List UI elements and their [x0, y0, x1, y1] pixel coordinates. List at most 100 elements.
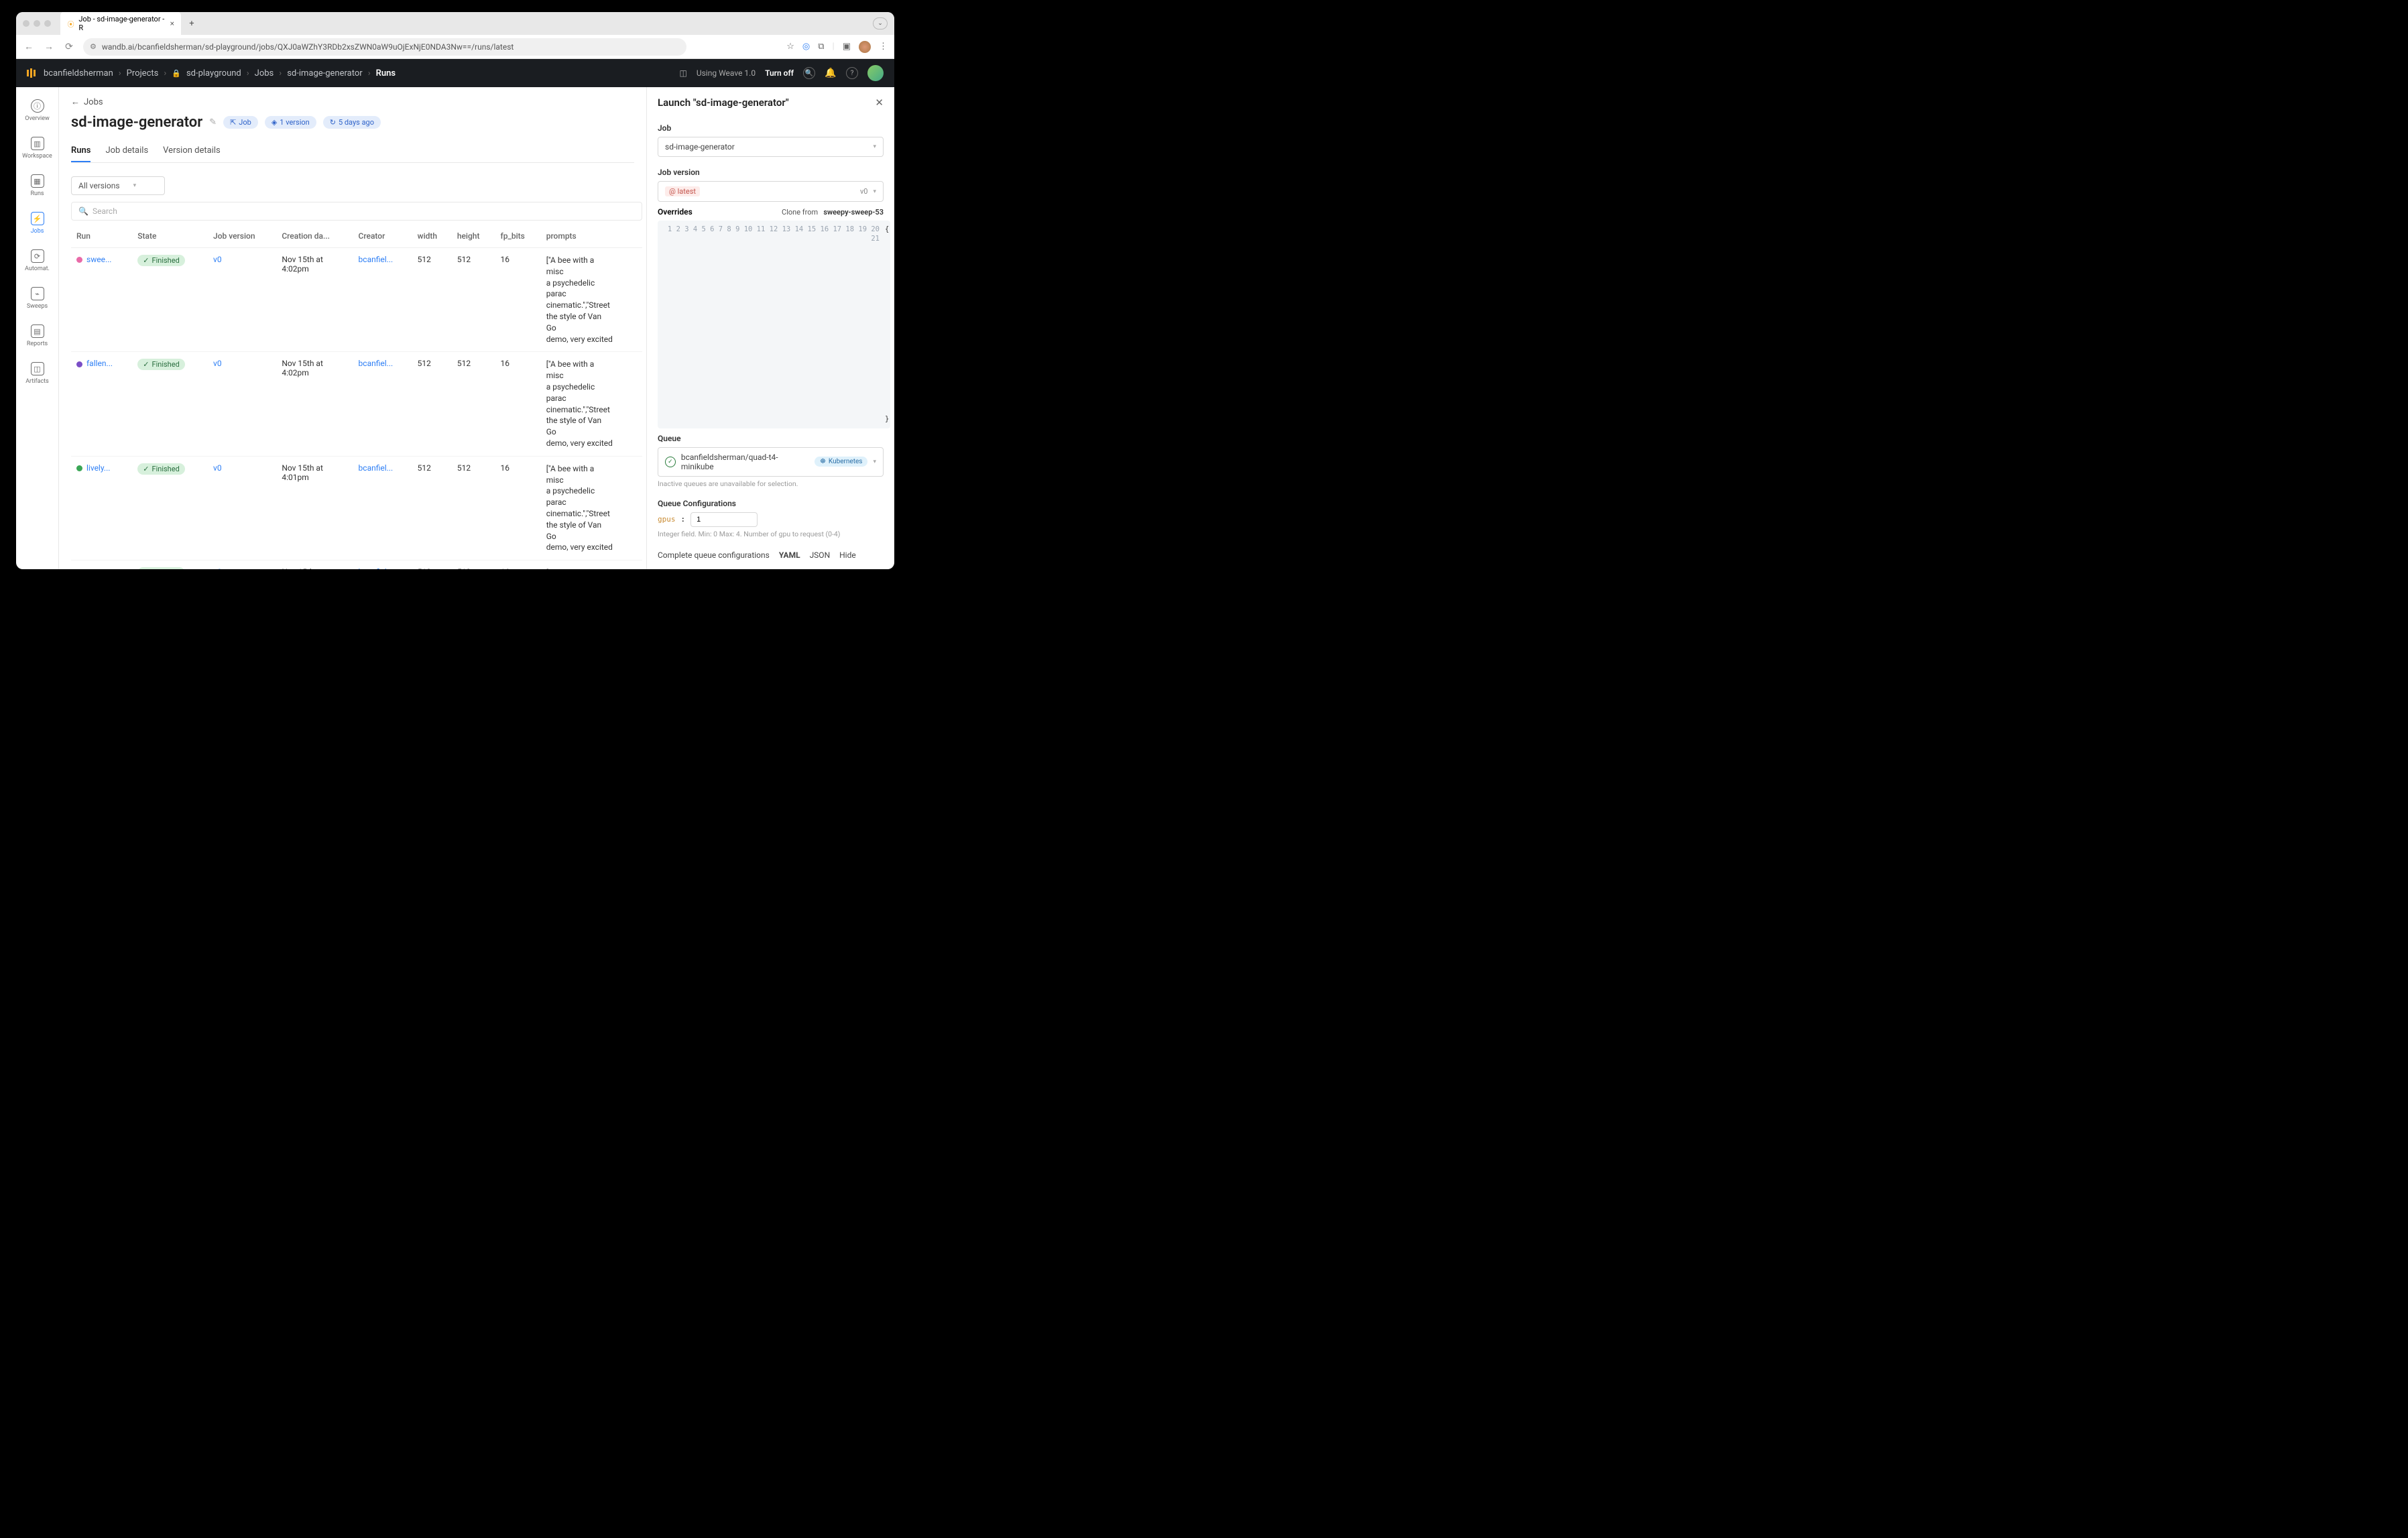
nav-item-overview[interactable]: ⓘOverview: [16, 97, 58, 125]
nav-item-jobs[interactable]: ⚡Jobs: [16, 209, 58, 237]
search-input[interactable]: 🔍 Search: [71, 202, 642, 221]
back-link[interactable]: ← Jobs: [71, 97, 634, 107]
version-value: v0: [860, 187, 868, 196]
tab-close-icon[interactable]: ×: [170, 19, 174, 28]
close-dot[interactable]: [23, 20, 29, 27]
run-name-link[interactable]: fallen...: [86, 359, 113, 368]
nav-item-workspace[interactable]: ▥Workspace: [16, 134, 58, 162]
job-value: sd-image-generator: [665, 142, 735, 152]
creator-link[interactable]: bcanfiel...: [359, 463, 394, 473]
creator-link[interactable]: bcanfiel...: [359, 255, 394, 264]
bell-icon[interactable]: 🔔: [825, 67, 837, 79]
job-version-link[interactable]: v0: [213, 359, 222, 368]
job-select[interactable]: sd-image-generator ▾: [658, 137, 884, 157]
yaml-tab[interactable]: YAML: [779, 550, 800, 560]
col-jobver[interactable]: Job version: [208, 225, 276, 248]
nav-label: Reports: [27, 341, 48, 347]
min-dot[interactable]: [34, 20, 40, 27]
sidepanel-icon[interactable]: ▣: [843, 42, 851, 52]
nav-icon: ▥: [31, 137, 44, 150]
bc-job[interactable]: sd-image-generator: [287, 68, 363, 78]
json-tab[interactable]: JSON: [810, 550, 831, 560]
url-field[interactable]: ⚙︎ wandb.ai/bcanfieldsherman/sd-playgrou…: [83, 38, 686, 56]
col-created[interactable]: Creation da...: [276, 225, 353, 248]
profile-avatar[interactable]: [859, 41, 871, 53]
height-cell: 512: [452, 352, 495, 456]
col-prompts[interactable]: prompts: [541, 225, 642, 248]
tab-version-details[interactable]: Version details: [163, 140, 221, 162]
tab-runs[interactable]: Runs: [71, 140, 91, 162]
job-version-link[interactable]: v0: [213, 463, 222, 473]
overrides-editor[interactable]: 1 2 3 4 5 6 7 8 9 10 11 12 13 14 15 16 1…: [658, 221, 890, 428]
col-width[interactable]: width: [412, 225, 452, 248]
run-name-link[interactable]: lively...: [86, 463, 110, 473]
job-version-link[interactable]: v0: [213, 255, 222, 264]
new-tab-button[interactable]: +: [185, 17, 198, 30]
chevron-icon: ›: [368, 68, 371, 78]
url-text: wandb.ai/bcanfieldsherman/sd-playground/…: [102, 42, 514, 52]
app-main: ⓘOverview ▥Workspace ▦Runs ⚡Jobs ⟳Automat. ⌁S…: [16, 87, 894, 569]
version-select[interactable]: @ latest v0 ▾: [658, 181, 884, 202]
job-version-link[interactable]: v0: [213, 567, 222, 569]
max-dot[interactable]: [44, 20, 51, 27]
turnoff-button[interactable]: Turn off: [765, 68, 794, 78]
run-color-dot: [76, 257, 82, 263]
extensions-icon[interactable]: ⧉: [818, 42, 824, 52]
k8s-icon: ☸: [820, 458, 826, 465]
creator-link[interactable]: bcanfiel...: [359, 359, 394, 368]
panel-header: Launch "sd-image-generator" ✕: [647, 87, 894, 118]
user-avatar[interactable]: [867, 65, 884, 81]
forward-button[interactable]: →: [43, 41, 55, 52]
version-filter[interactable]: All versions ▾: [71, 176, 165, 195]
nav-item-artifacts[interactable]: ◫Artifacts: [16, 359, 58, 388]
col-run[interactable]: Run: [71, 225, 132, 248]
table-row[interactable]: lively... ✓Finished v0 Nov 15th at4:01pm…: [71, 456, 642, 560]
gpus-row: gpus :: [658, 512, 884, 527]
table-row[interactable]: swee... ✓Finished v0 Nov 15th at4:02pm b…: [71, 248, 642, 352]
search-icon[interactable]: 🔍: [803, 67, 815, 79]
bc-projects[interactable]: Projects: [127, 68, 159, 78]
run-name-link[interactable]: copp...: [86, 567, 111, 569]
version-field: Job version @ latest v0 ▾: [647, 162, 894, 207]
site-settings-icon[interactable]: ⚙︎: [90, 42, 97, 51]
page-title: sd-image-generator: [71, 114, 202, 131]
tab-job-details[interactable]: Job details: [105, 140, 148, 162]
browser-tab[interactable]: ⦿ Job - sd-image-generator - R ×: [60, 12, 181, 36]
nav-item-runs[interactable]: ▦Runs: [16, 172, 58, 200]
col-creator[interactable]: Creator: [353, 225, 412, 248]
height-cell: 512: [452, 560, 495, 569]
edit-icon[interactable]: ✎: [209, 117, 217, 127]
code-content[interactable]: { "args": [], "run_config": { "model_id"…: [884, 221, 890, 428]
col-state[interactable]: State: [132, 225, 208, 248]
latest-tag: @ latest: [665, 186, 700, 196]
queue-select[interactable]: ✓ bcanfieldsherman/quad-t4-minikube ☸Kub…: [658, 447, 884, 477]
help-icon[interactable]: ?: [846, 67, 858, 79]
col-height[interactable]: height: [452, 225, 495, 248]
breadcrumbs: bcanfieldsherman › Projects › 🔒 sd-playg…: [44, 68, 396, 78]
table-row[interactable]: fallen... ✓Finished v0 Nov 15th at4:02pm…: [71, 352, 642, 456]
ext-1-icon[interactable]: ◎: [802, 42, 810, 52]
gpus-input[interactable]: [690, 512, 758, 527]
bc-user[interactable]: bcanfieldsherman: [44, 68, 113, 78]
nav-item-reports[interactable]: ▤Reports: [16, 322, 58, 350]
table-row[interactable]: copp... ✓Finished v0 Nov 15th at4:01pm b…: [71, 560, 642, 569]
nav-item-sweeps[interactable]: ⌁Sweeps: [16, 284, 58, 312]
creator-link[interactable]: bcanfiel...: [359, 567, 394, 569]
star-icon[interactable]: ☆: [786, 42, 794, 52]
close-icon[interactable]: ✕: [875, 97, 884, 109]
wandb-logo[interactable]: [27, 68, 36, 78]
reload-button[interactable]: ⟳: [63, 42, 75, 52]
nav-icon: ⟳: [31, 249, 44, 263]
tabs-dropdown[interactable]: ⌄: [873, 17, 888, 29]
chevron-icon: ›: [164, 68, 166, 78]
hide-button[interactable]: Hide: [839, 550, 856, 560]
back-button[interactable]: ←: [23, 41, 35, 52]
menu-icon[interactable]: ⋮: [879, 42, 888, 52]
nav-item-automat[interactable]: ⟳Automat.: [16, 247, 58, 275]
browser-tabbar: ⦿ Job - sd-image-generator - R × + ⌄: [16, 12, 894, 35]
bc-runs[interactable]: Runs: [376, 68, 396, 78]
col-fpbits[interactable]: fp_bits: [495, 225, 541, 248]
bc-project[interactable]: sd-playground: [186, 68, 241, 78]
bc-jobs[interactable]: Jobs: [255, 68, 274, 78]
run-name-link[interactable]: swee...: [86, 255, 111, 264]
